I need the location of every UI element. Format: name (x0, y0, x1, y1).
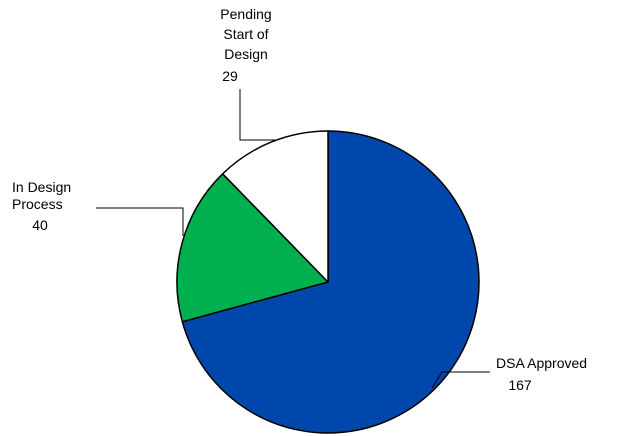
pie-slice-dsa-approved (181, 130, 480, 434)
slice-labels: DSA Approved 167 In Design Process 40 Pending… (12, 6, 587, 393)
pie-slice-pending-start-of-design (221, 130, 329, 283)
slice-value-label: 29 (222, 68, 238, 84)
pie-slices (176, 130, 480, 434)
leader-line (431, 371, 490, 389)
slice-label: Pending Start of Design (220, 6, 271, 62)
slice-label: In Design Process (12, 179, 71, 212)
leader-line (96, 207, 184, 236)
slice-value-label: 167 (508, 377, 532, 393)
leader-lines (96, 89, 490, 389)
slice-label: DSA Approved (496, 355, 587, 371)
leader-line (239, 89, 275, 141)
slice-value-label: 40 (32, 217, 48, 233)
pie-slice-in-design-process (176, 173, 329, 323)
